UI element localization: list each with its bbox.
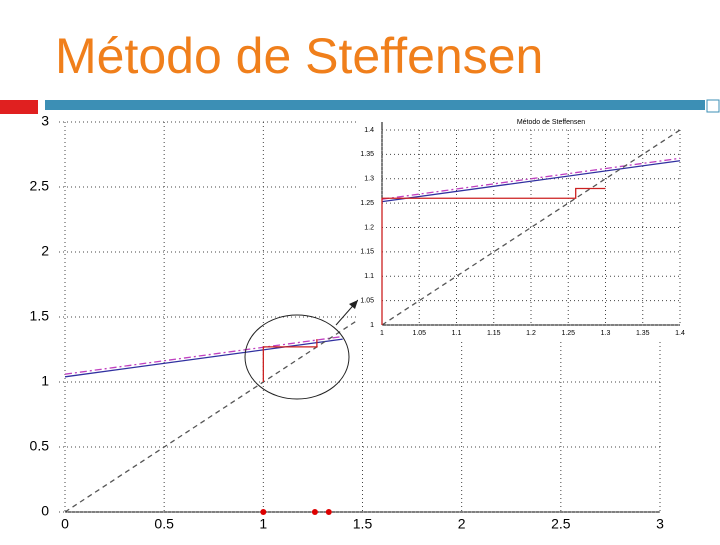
point: [260, 509, 267, 515]
y-tick-label: 1.25: [360, 200, 374, 207]
y-tick-label: 1.15: [360, 249, 374, 256]
y-tick-label: 1.3: [364, 176, 374, 183]
x-tick-label: 1.2: [526, 330, 536, 337]
x-tick-label: 1.5: [353, 516, 373, 532]
inset-title: Método de Steffensen: [517, 119, 585, 126]
x-tick-label: 1: [380, 330, 384, 337]
series-line: [381, 157, 681, 200]
x-tick-label: 3: [656, 516, 664, 532]
point: [311, 509, 318, 515]
x-tick-label: 1.3: [601, 330, 611, 337]
y-tick-label: 1.05: [360, 297, 374, 304]
y-tick-label: 1.5: [30, 308, 50, 324]
x-tick-label: 0.5: [154, 516, 174, 532]
x-tick-label: 2.5: [551, 516, 571, 532]
series-line: [262, 339, 318, 382]
y-tick-label: 2: [41, 243, 49, 259]
series-line: [381, 187, 606, 325]
y-tick-label: 0.5: [30, 438, 50, 454]
x-tick-label: 0: [61, 516, 69, 532]
y-tick-label: 0: [41, 503, 49, 519]
y-tick-label: 1.2: [364, 224, 374, 231]
y-tick-label: 1.1: [364, 273, 374, 280]
y-tick-label: 2.5: [30, 178, 50, 194]
series-line: [64, 335, 343, 375]
y-tick-label: 3: [41, 113, 49, 129]
series-line: [381, 160, 681, 203]
x-tick-label: 1: [259, 516, 267, 532]
y-tick-label: 1: [370, 322, 374, 329]
x-tick-label: 2: [458, 516, 466, 532]
zoom-circle: [244, 314, 350, 400]
x-tick-label: 1.15: [487, 330, 501, 337]
point: [325, 509, 332, 515]
x-tick-label: 1.1: [452, 330, 462, 337]
header-bar: [45, 100, 705, 110]
x-tick-label: 1.05: [412, 330, 426, 337]
corner-block: [0, 100, 38, 114]
corner-box: [706, 99, 720, 113]
x-tick-label: 1.25: [561, 330, 575, 337]
series-line: [64, 316, 363, 513]
x-tick-label: 1.35: [636, 330, 650, 337]
y-tick-label: 1.35: [360, 151, 374, 158]
slide-title: Método de Steffensen: [55, 28, 543, 84]
inset-plot: Método de Steffensen 1 1.05 1.1 1.15 1.2 1.25 1…: [360, 119, 685, 337]
arrow-head: [349, 300, 358, 309]
y-tick-label: 1.4: [364, 127, 374, 134]
y-tick-label: 1: [41, 373, 49, 389]
x-tick-label: 1.4: [675, 330, 685, 337]
series-line: [64, 338, 343, 378]
